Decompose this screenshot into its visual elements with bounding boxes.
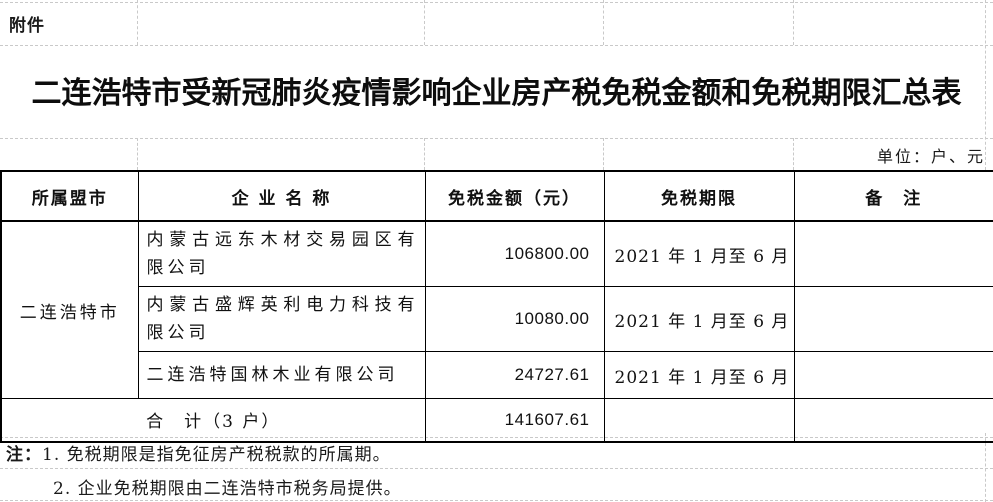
unit-label: 单位：户、元 (876, 147, 985, 166)
period-cell: 2021 年 1 月至 6 月 (603, 351, 795, 399)
grid-line (424, 0, 425, 45)
table-row: 二连浩特市 内蒙古远东木材交易园区有限公司 106800.00 2021 年 1… (0, 220, 993, 399)
grid-line (137, 138, 138, 170)
table-row: 内蒙古盛辉英利电力科技有限公司 10080.00 2021 年 1 月至 6 月 (1, 286, 993, 352)
total-remark-cell (793, 398, 993, 442)
grid-line (0, 45, 993, 46)
company-cell: 二连浩特国林木业有限公司 (137, 351, 426, 399)
footnote-prefix: 注： (6, 445, 42, 465)
region-cell: 二连浩特市 (0, 220, 139, 399)
grid-line (793, 0, 794, 45)
col-header-amount: 免税金额（元） (424, 170, 605, 222)
footnote-2: 2. 企业免税期限由二连浩特市税务局提供。 (53, 479, 402, 499)
company-cell: 内蒙古远东木材交易园区有限公司 (137, 220, 426, 287)
total-period-cell (603, 398, 795, 442)
table-header-row: 所属盟市 企 业 名 称 免税金额（元） 免税期限 备 注 (0, 170, 993, 222)
col-header-period: 免税期限 (603, 170, 795, 222)
page-title: 二连浩特市受新冠肺炎疫情影响企业房产税免税金额和免税期限汇总表 (31, 77, 962, 110)
col-header-remark: 备 注 (793, 170, 993, 222)
total-amount-cell: 141607.61 (424, 398, 605, 442)
remark-cell (793, 220, 993, 287)
footnote-1: 注：1. 免税期限是指免征房产税税款的所属期。 (6, 440, 391, 465)
summary-table: 所属盟市 企 业 名 称 免税金额（元） 免税期限 备 注 二连浩特市 内蒙古远… (0, 170, 993, 443)
grid-line (603, 138, 604, 170)
amount-cell: 10080.00 (424, 286, 605, 352)
remark-cell (793, 286, 993, 352)
amount-cell: 24727.61 (424, 351, 605, 399)
col-header-company: 企 业 名 称 (137, 170, 426, 222)
remark-cell (793, 351, 993, 399)
grid-line (137, 0, 138, 45)
table-row: 二连浩特国林木业有限公司 24727.61 2021 年 1 月至 6 月 (1, 351, 993, 399)
grid-line (793, 138, 794, 170)
grid-line (0, 500, 993, 501)
grid-line (0, 138, 993, 139)
footnote-text: 1. 免税期限是指免征房产税税款的所属期。 (42, 445, 391, 465)
grid-line (0, 468, 993, 469)
total-row: 合 计（3 户） 141607.61 (0, 398, 993, 442)
period-cell: 2021 年 1 月至 6 月 (603, 220, 795, 287)
grid-line (603, 0, 604, 45)
grid-line (424, 138, 425, 170)
total-label-cell: 合 计（3 户） (0, 398, 426, 442)
company-cell: 内蒙古盛辉英利电力科技有限公司 (137, 286, 426, 352)
period-cell: 2021 年 1 月至 6 月 (603, 286, 795, 352)
grid-line (0, 2, 993, 3)
amount-cell: 106800.00 (424, 220, 605, 287)
attachment-label: 附件 (9, 16, 45, 36)
col-header-region: 所属盟市 (0, 170, 139, 222)
grid-line (985, 433, 986, 502)
